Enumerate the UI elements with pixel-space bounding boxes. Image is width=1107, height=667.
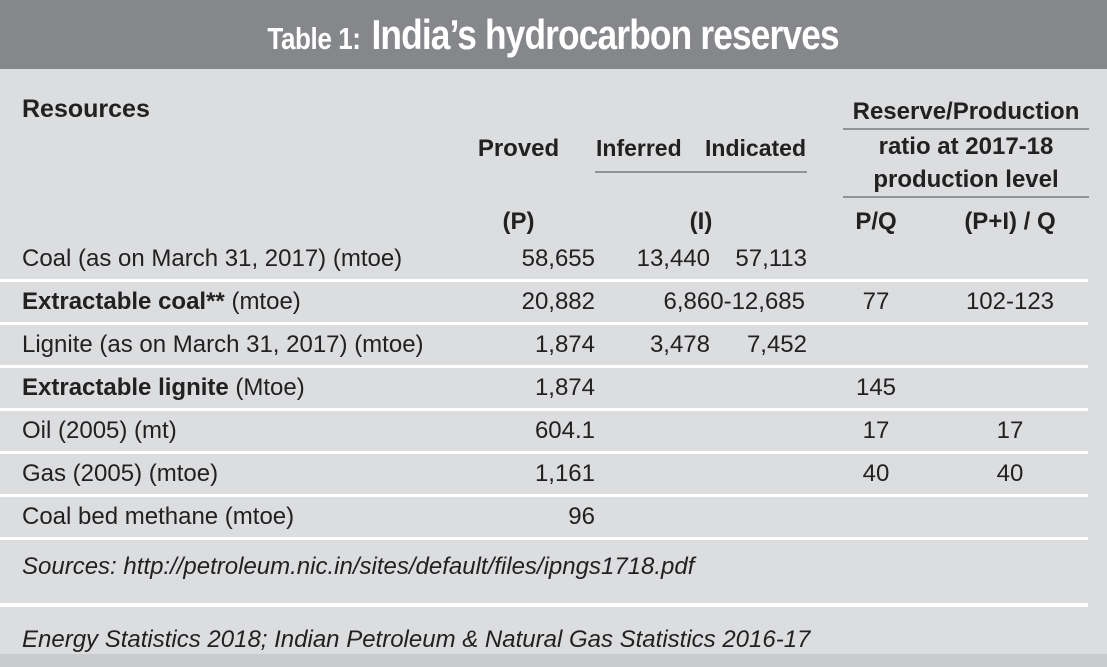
- resource-label-cell: Gas (2005) (mtoe): [22, 454, 442, 494]
- column-header-inferred-indicated: Inferred Indicated: [595, 69, 807, 199]
- column-header-p-plus-i-q: (P+I) / Q: [964, 208, 1056, 235]
- p-plus-i-q-value-cell: [945, 325, 1075, 365]
- resource-label-cell: Oil (2005) (mt): [22, 411, 442, 451]
- inferred-indicated-labels: Inferred Indicated: [595, 132, 807, 165]
- table-number-label: Table 1:: [267, 20, 362, 56]
- resource-label: Oil (2005) (mt): [22, 417, 177, 444]
- p-plus-i-q-value-cell: [945, 368, 1075, 408]
- resource-label: Coal bed methane (mtoe): [22, 503, 295, 530]
- inferred-value-cell: [595, 454, 710, 494]
- pq-value-cell: 40: [862, 460, 890, 487]
- resource-label: Coal (as on March 31, 2017) (mtoe): [22, 245, 403, 272]
- resource-label-cell: Extractable coal** (mtoe): [22, 282, 442, 322]
- indicated-value-cell: [710, 497, 807, 537]
- sources-line: Sources: http://petroleum.nic.in/sites/d…: [0, 540, 1088, 607]
- indicated-value-cell: [710, 454, 807, 494]
- resource-label-bold: Extractable lignite: [22, 374, 229, 401]
- resource-label: Lignite (as on March 31, 2017) (mtoe): [22, 331, 424, 358]
- table-row: Lignite (as on March 31, 2017) (mtoe) 1,…: [0, 325, 1088, 368]
- inferred-value-cell: 3,478: [649, 331, 710, 358]
- column-header-pq: P/Q: [855, 208, 897, 235]
- column-header-proved: Proved: [477, 135, 560, 162]
- table-row: Gas (2005) (mtoe) 1,161 40 40: [0, 454, 1088, 497]
- inferred-value-cell: 13,440: [636, 245, 710, 272]
- bottom-edge: [0, 654, 1107, 667]
- indicated-value-cell: 57,113: [735, 245, 807, 272]
- resource-label-bold: Extractable coal**: [22, 288, 225, 315]
- proved-value-cell: 58,655: [521, 245, 595, 272]
- column-symbol-proved: (P): [502, 208, 535, 235]
- p-plus-i-q-value-cell: 17: [996, 417, 1024, 444]
- proved-value-cell: 20,882: [521, 288, 595, 315]
- resource-label-cell: Lignite (as on March 31, 2017) (mtoe): [22, 325, 442, 365]
- column-header-block: Resources Proved Inferred Indicated Rese…: [0, 69, 1107, 239]
- proved-value-cell: 604.1: [534, 417, 595, 444]
- inferred-value-cell: [595, 411, 710, 451]
- indicated-value-cell: [710, 368, 807, 408]
- inferred-value-cell: [595, 368, 710, 408]
- notes-line: Energy Statistics 2018; Indian Petroleum…: [22, 626, 811, 653]
- table-body: Coal (as on March 31, 2017) (mtoe) 58,65…: [0, 239, 1107, 540]
- inferred-value-cell: [595, 497, 710, 537]
- pq-value-cell: 77: [862, 288, 890, 315]
- reserve-production-line3: production level: [843, 163, 1089, 198]
- pq-value-cell: [807, 239, 945, 279]
- reserve-production-line2: ratio at 2017-18: [878, 133, 1054, 160]
- pq-value-cell: 145: [855, 374, 897, 401]
- table-title-text: India’s hydrocarbon reserves: [371, 10, 840, 58]
- resource-label-cell: Coal (as on March 31, 2017) (mtoe): [22, 239, 442, 279]
- table-row: Extractable lignite (Mtoe) 1,874 145: [0, 368, 1088, 411]
- table-title: Table 1: India’s hydrocarbon reserves: [267, 10, 840, 59]
- resource-label-cell: Coal bed methane (mtoe): [22, 497, 442, 537]
- resource-label-cell: Extractable lignite (Mtoe): [22, 368, 442, 408]
- pq-value-cell: [807, 497, 945, 537]
- resource-label: (Mtoe): [228, 374, 305, 401]
- proved-value-cell: 96: [568, 503, 595, 530]
- p-plus-i-q-value-cell: [945, 239, 1075, 279]
- table-row: Oil (2005) (mt) 604.1 17 17: [0, 411, 1088, 454]
- column-header-indicated: Indicated: [705, 135, 806, 161]
- resource-label: Gas (2005) (mtoe): [22, 460, 219, 487]
- column-header-inferred: Inferred: [596, 135, 682, 161]
- indicated-value-cell: 7,452: [746, 331, 807, 358]
- reserve-production-line1: Reserve/Production: [843, 95, 1089, 130]
- column-symbol-inferred-indicated: (I): [689, 208, 713, 235]
- proved-value-cell: 1,874: [534, 331, 595, 358]
- pq-value-cell: [807, 325, 945, 365]
- p-plus-i-q-value-cell: 102-123: [965, 288, 1055, 315]
- p-plus-i-q-value-cell: 40: [996, 460, 1024, 487]
- table-title-bar: Table 1: India’s hydrocarbon reserves: [0, 0, 1107, 69]
- indicated-value-cell: [710, 411, 807, 451]
- column-header-resources: Resources: [22, 95, 150, 123]
- pq-value-cell: 17: [862, 417, 890, 444]
- inferred-indicated-underline: [595, 171, 807, 173]
- resource-label: (mtoe): [224, 288, 301, 315]
- table-row: Coal (as on March 31, 2017) (mtoe) 58,65…: [0, 239, 1088, 282]
- column-header-reserve-production: Reserve/Production ratio at 2017-18 prod…: [843, 69, 1089, 199]
- table-row: Extractable coal** (mtoe) 20,882 6,860-1…: [0, 282, 1088, 325]
- table-row: Coal bed methane (mtoe) 96: [0, 497, 1088, 540]
- proved-value-cell: 1,874: [534, 374, 595, 401]
- inferred-indicated-range-cell: 6,860-12,685: [663, 288, 805, 315]
- proved-value-cell: 1,161: [534, 460, 595, 487]
- p-plus-i-q-value-cell: [945, 497, 1075, 537]
